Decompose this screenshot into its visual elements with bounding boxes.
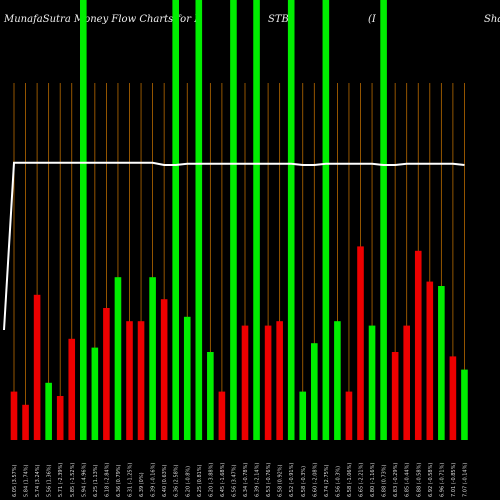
x-tick-label: 5.56 (1.36%) [47, 464, 53, 497]
bar [287, 0, 295, 440]
bar [183, 316, 191, 440]
x-tick-label: 6.56 (-0.3%) [335, 466, 341, 497]
bar [45, 382, 52, 440]
bar [149, 277, 156, 440]
bar [10, 391, 18, 440]
bar [438, 286, 445, 440]
x-tick-label: 6.34 (-0.78%) [243, 463, 249, 497]
x-tick-label: 6.52 (-0.91%) [289, 463, 295, 497]
x-tick-label: 6.40 (0.63%) [162, 464, 168, 497]
x-tick-label: 6.96 (-0.71%) [439, 463, 445, 497]
bar [276, 321, 283, 440]
bar [380, 0, 387, 440]
bar [334, 321, 341, 440]
x-tick-label: 6.56 (3.47%) [231, 464, 237, 497]
bar [264, 325, 272, 440]
x-tick-label: 6.58 (-0.3%) [301, 466, 307, 497]
bar [368, 325, 376, 440]
bar [357, 246, 364, 440]
x-tick-label: 6.83 (-0.29%) [393, 463, 399, 497]
x-tick-labels: 6.05 (3.57%) 5.84 (1.74%) 5.74 (3.24%) 5.56… [12, 463, 468, 497]
x-tick-label: 6.45 (-1.68%) [220, 463, 226, 497]
bar [137, 321, 145, 440]
bar [80, 0, 87, 440]
x-tick-label: 6.58 (0.92%) [278, 464, 284, 497]
bar [253, 0, 260, 440]
x-tick-label: 5.85 (-1.52%) [70, 463, 76, 497]
title-name-fragment: (I [368, 14, 376, 25]
x-tick-label: 6.25 (0.81%) [197, 464, 203, 497]
x-tick-label: 6.18 (-2.84%) [104, 463, 110, 497]
bar [391, 352, 399, 440]
x-tick-label: 6.65 (-2.21%) [359, 463, 365, 497]
x-tick-label: 6.39 (-0.16%) [151, 463, 157, 497]
bar [160, 299, 168, 440]
title-main: MunafaSutra Money Flow Charts for I [4, 14, 199, 25]
x-tick-label: 6.31 (-1.25%) [128, 463, 134, 497]
bar [114, 277, 122, 440]
flow-line [3, 161, 465, 331]
bar [241, 325, 249, 440]
x-tick-label: 6.20 (-0.8%) [185, 466, 191, 497]
x-tick-label: 6.80 (-1.16%) [370, 463, 376, 497]
bar [461, 369, 468, 440]
x-tick-label: 6.58 (-1.06%) [347, 463, 353, 497]
x-tick-label: 6.85 (-0.44%) [405, 463, 411, 497]
bar [56, 396, 64, 440]
x-tick-label: 6.39 (-2.14%) [255, 463, 261, 497]
bar [126, 321, 133, 440]
bar [218, 391, 226, 440]
bar [345, 391, 353, 440]
bar [311, 343, 318, 440]
bars [10, 0, 468, 440]
bar [22, 404, 29, 440]
x-tick-label: 6.39 (0%) [139, 472, 145, 497]
bar [195, 0, 203, 440]
x-tick-label: 6.25 (1.13%) [93, 464, 99, 497]
x-tick-label: 6.53 (-0.76%) [266, 463, 272, 497]
x-tick-label: 6.60 (-2.08%) [312, 463, 318, 497]
bar [426, 281, 434, 440]
bar [230, 0, 237, 440]
bar [33, 294, 41, 440]
x-tick-label: 6.05 (3.57%) [12, 464, 18, 497]
bar [299, 391, 307, 440]
bar [449, 356, 457, 440]
bar [414, 250, 422, 440]
x-tick-label: 5.84 (1.74%) [24, 464, 30, 497]
x-tick-label: 6.36 (2.58%) [174, 464, 180, 497]
x-tick-label: 7.01 (-0.85%) [451, 463, 457, 497]
title-symbol: STB [268, 14, 289, 25]
bar [403, 325, 410, 440]
x-tick-label: 6.88 (-0.58%) [416, 463, 422, 497]
x-tick-label: 5.71 (-2.39%) [58, 463, 64, 497]
title-shares-fragment: Shar [484, 14, 500, 25]
x-tick-label: 6.20 (-3.88%) [208, 463, 214, 497]
x-tick-label: 5.94 (-4.96%) [81, 463, 87, 497]
x-tick-label: 7.07 (-0.14%) [462, 463, 468, 497]
bar [68, 338, 76, 440]
x-tick-label: 6.74 (2.75%) [324, 464, 330, 497]
bar [91, 347, 99, 440]
x-tick-label: 5.74 (3.24%) [35, 464, 41, 497]
x-tick-label: 6.88 (0.73%) [382, 464, 388, 497]
x-tick-label: 6.36 (0.79%) [116, 464, 122, 497]
x-tick-label: 6.92 (-0.58%) [428, 463, 434, 497]
bar [322, 0, 330, 440]
bar [172, 0, 179, 440]
money-flow-line [3, 161, 465, 331]
bar [207, 352, 214, 440]
bar [103, 308, 110, 440]
